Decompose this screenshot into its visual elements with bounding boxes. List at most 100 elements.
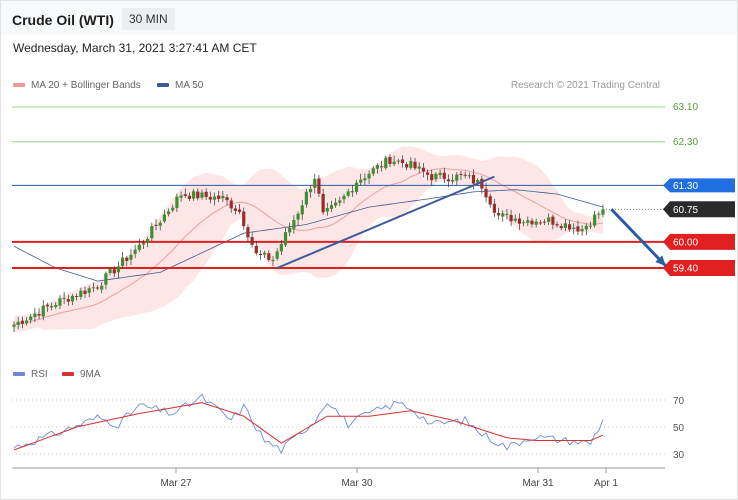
candle-body (171, 207, 175, 211)
candle-body (304, 191, 309, 205)
candle-body (409, 161, 413, 168)
9ma-label: 9MA (80, 369, 101, 380)
timeframe-badge[interactable]: 30 MIN (122, 8, 175, 30)
candle-body (225, 197, 229, 201)
ma20-swatch (13, 83, 25, 88)
candle-body (20, 320, 24, 324)
rising-trendline (276, 175, 495, 269)
x-tick-label: Mar 30 (341, 478, 373, 489)
candle-body (275, 251, 279, 259)
candle-body (129, 254, 133, 260)
candle-body (166, 211, 171, 215)
candle-body (325, 208, 329, 212)
candle-body (509, 214, 513, 222)
ma20-line (13, 168, 604, 326)
candle-body (183, 194, 187, 196)
ma50-swatch (157, 83, 169, 88)
candle-body (146, 238, 150, 243)
candle-body (45, 304, 50, 307)
candle-body (563, 223, 568, 228)
ma50-line (13, 189, 604, 282)
candle-body (271, 259, 275, 262)
legend-ma20: MA 20 + Bollinger Bands (13, 80, 141, 91)
candle-body (192, 191, 196, 199)
x-tick-label: Apr 1 (594, 478, 618, 489)
candle-body (526, 220, 530, 223)
research-credit: Research © 2021 Trading Central (510, 80, 660, 91)
candle-body (83, 290, 87, 294)
rsi-label: RSI (31, 369, 48, 380)
candle-body (133, 249, 137, 254)
candle-body (359, 179, 363, 183)
candle-body (584, 225, 588, 230)
candle-body (267, 253, 271, 260)
candle-body (258, 253, 263, 255)
candle-body (91, 287, 95, 289)
candle-body (329, 205, 334, 209)
candle-body (400, 159, 405, 164)
candle-body (16, 321, 20, 326)
candle-body (597, 213, 601, 215)
candle-body (446, 179, 451, 182)
candle-body (384, 157, 388, 169)
candle-body (442, 172, 446, 179)
candle-body (375, 165, 380, 169)
candle-body (112, 269, 116, 274)
candle-body (141, 243, 146, 245)
candle-body (534, 221, 538, 225)
candle-body (246, 227, 250, 238)
candle-body (559, 226, 563, 229)
rsi-9ma-line (13, 402, 604, 451)
candle-body (116, 266, 121, 273)
candle-body (513, 218, 517, 221)
candle-body (542, 221, 547, 223)
candle-body (75, 296, 79, 298)
projection-arrow-line (610, 208, 667, 267)
legend-rsi: RSI (13, 369, 48, 380)
support-label-60.00: 60.00 (673, 237, 698, 248)
candle-body (37, 313, 41, 316)
candle-body (567, 224, 572, 230)
candle-body (455, 174, 459, 181)
candle-body (58, 298, 62, 306)
candle-body (425, 172, 430, 175)
rsi-tick-70: 70 (673, 396, 685, 407)
candle-body (242, 211, 246, 227)
candle-body (158, 222, 162, 226)
analysis-datetime: Wednesday, March 31, 2021 3:27:41 AM CET (13, 41, 257, 55)
candle-body (70, 295, 75, 302)
candle-body (530, 220, 534, 225)
candle-body (54, 304, 58, 307)
candle-body (430, 174, 434, 181)
candle-body (371, 168, 375, 174)
x-tick-label: Mar 27 (160, 478, 192, 489)
candle-body (547, 217, 551, 222)
candle-body (476, 179, 480, 183)
candle-body (33, 313, 37, 318)
rsi-tick-30: 30 (673, 450, 685, 461)
candle-body (317, 178, 321, 194)
candle-body (522, 222, 526, 224)
candle-body (125, 257, 129, 261)
candle-body (137, 244, 141, 250)
candle-body (471, 174, 476, 184)
resistance-label-61.30: 61.30 (673, 181, 698, 192)
candle-body (380, 166, 384, 168)
candle-body (100, 285, 104, 290)
candle-body (321, 193, 325, 213)
candle-body (463, 174, 467, 176)
candle-body (338, 200, 342, 203)
candle-body (300, 205, 304, 215)
candle-body (221, 195, 225, 199)
candle-body (484, 188, 488, 198)
candle-body (95, 287, 100, 289)
candle-body (254, 245, 258, 254)
x-tick-label: Mar 31 (522, 478, 554, 489)
level-label-62.30: 62.30 (673, 137, 698, 148)
candle-body (200, 192, 204, 198)
candle-body (62, 297, 66, 299)
candle-body (517, 218, 522, 224)
candle-body (572, 227, 576, 229)
candle-body (12, 324, 16, 327)
candle-body (150, 225, 154, 239)
